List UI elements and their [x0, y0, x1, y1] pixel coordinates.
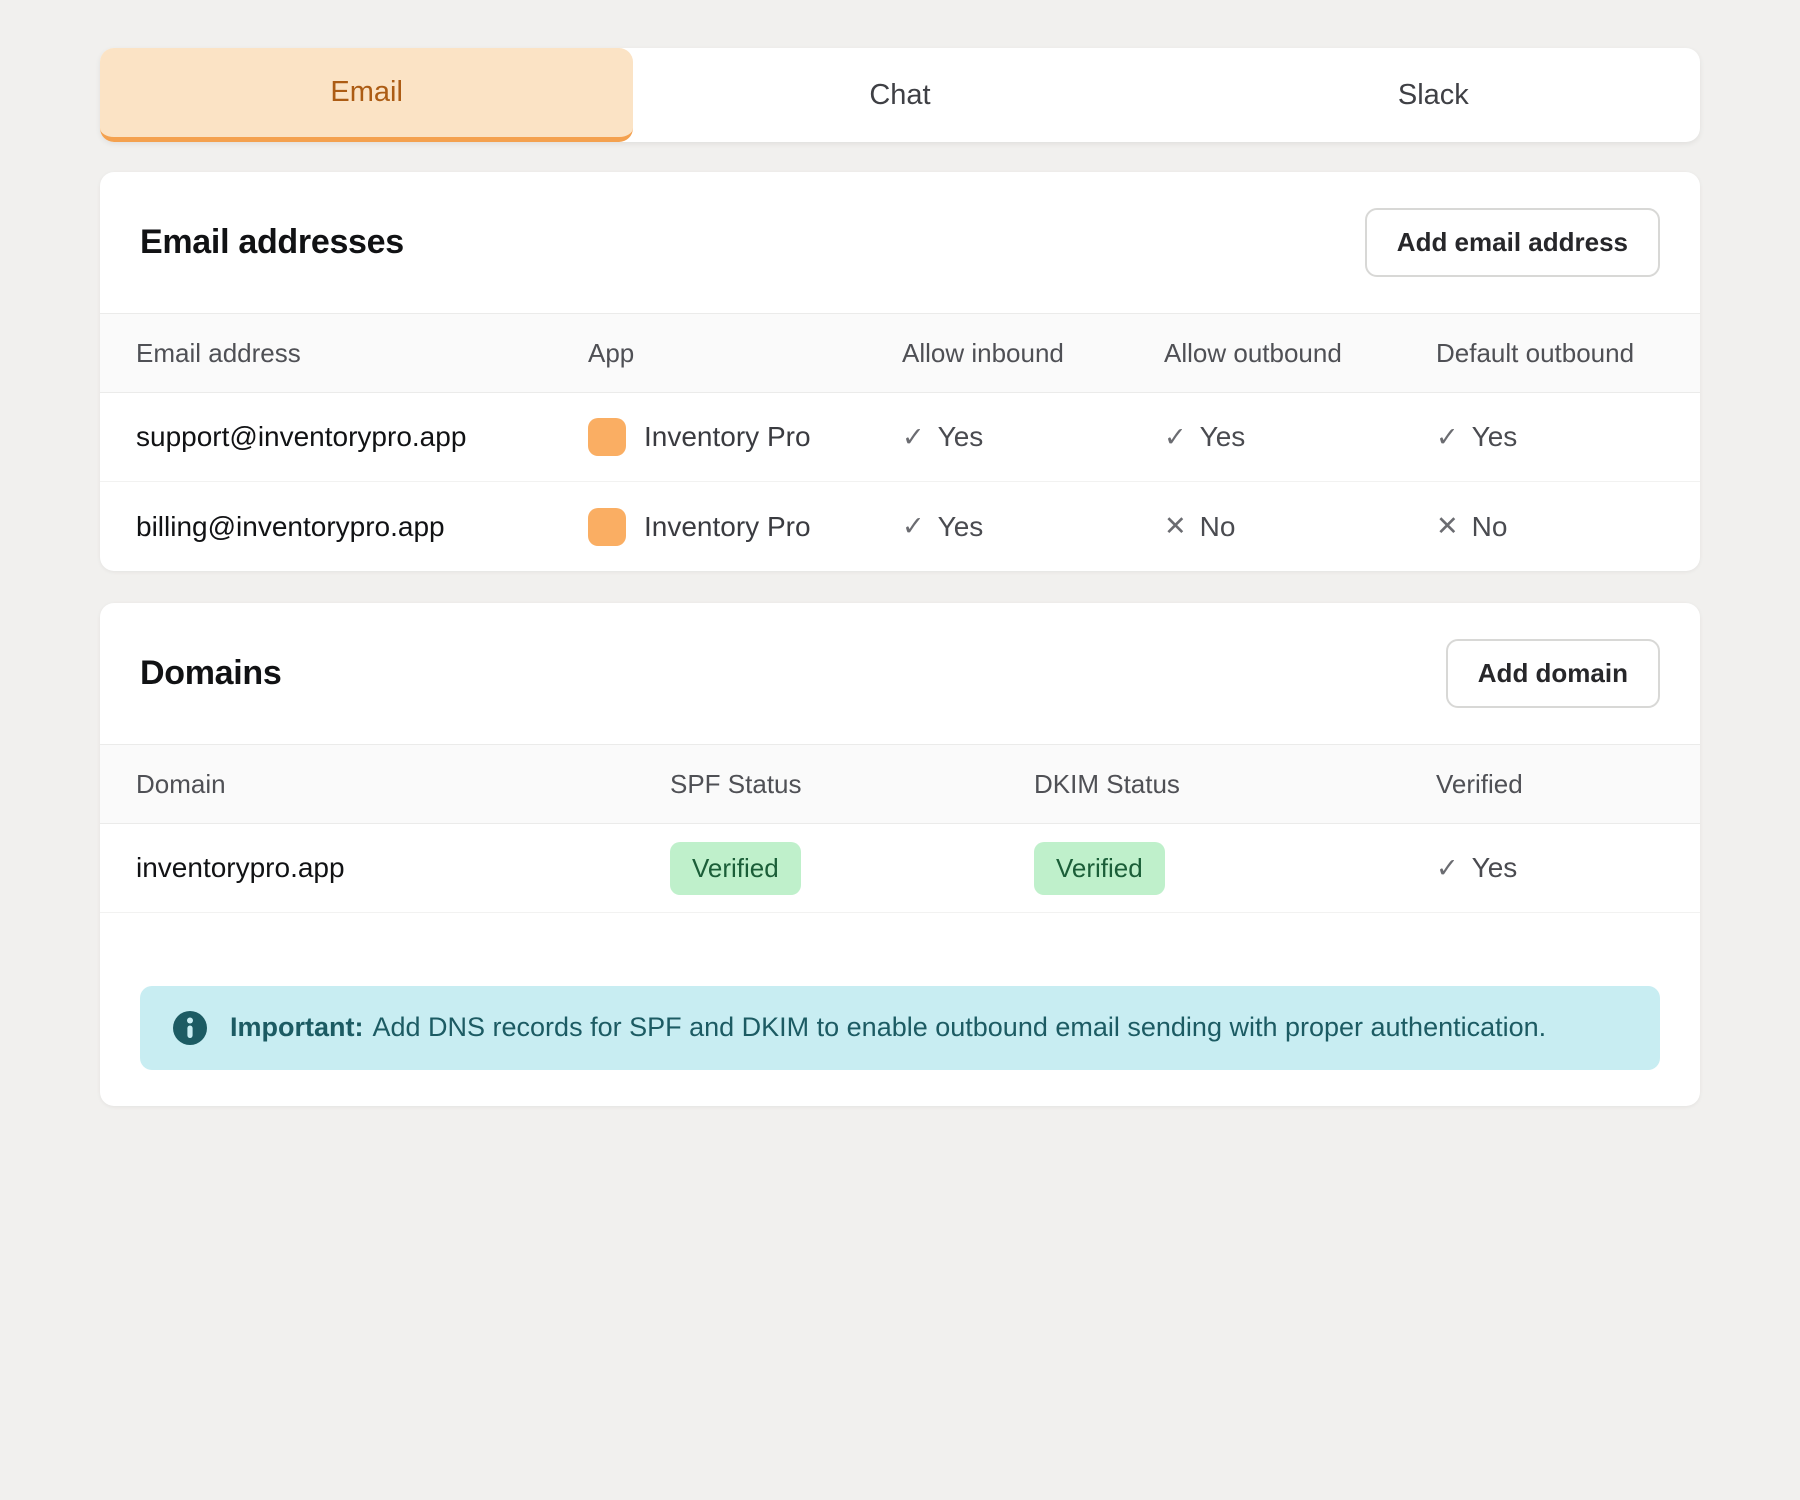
check-icon: ✓	[1436, 852, 1459, 883]
domains-card: Domains Add domain Domain SPF Status DKI…	[100, 603, 1700, 1106]
page: Email Chat Slack Email addresses Add ema…	[100, 0, 1700, 1106]
col-verified: Verified	[1436, 768, 1523, 799]
dkim-status-cell: Verified	[1034, 841, 1436, 895]
spf-status-cell: Verified	[670, 841, 1034, 895]
allow-outbound-cell: ✓ Yes	[1164, 421, 1436, 453]
default-outbound-cell: ✕ No	[1436, 511, 1664, 543]
default-outbound-value: Yes	[1471, 421, 1518, 452]
email-addresses-header: Email addresses Add email address	[100, 172, 1700, 313]
allow-outbound-value: No	[1199, 510, 1236, 542]
table-row: support@inventorypro.app Inventory Pro ✓…	[100, 393, 1700, 482]
col-spf-status: SPF Status	[670, 768, 802, 799]
notice-text: Important: Add DNS records for SPF and DK…	[230, 1011, 1546, 1045]
allow-inbound-value: Yes	[937, 510, 984, 542]
check-icon: ✓	[1164, 421, 1187, 452]
app-cell: Inventory Pro	[588, 418, 902, 456]
check-icon: ✓	[902, 421, 925, 452]
check-icon: ✓	[1436, 421, 1459, 452]
dns-notice-banner: Important: Add DNS records for SPF and DK…	[140, 986, 1660, 1070]
info-icon	[172, 1010, 208, 1046]
email-table-header: Email address App Allow inbound Allow ou…	[100, 313, 1700, 393]
email-addresses-card: Email addresses Add email address Email …	[100, 172, 1700, 571]
add-email-address-button[interactable]: Add email address	[1364, 208, 1660, 277]
email-addresses-title: Email addresses	[140, 223, 404, 261]
verified-cell: ✓ Yes	[1436, 852, 1664, 884]
table-row: billing@inventorypro.app Inventory Pro ✓…	[100, 482, 1700, 571]
email-address-cell: billing@inventorypro.app	[136, 510, 445, 542]
email-address-cell: support@inventorypro.app	[136, 421, 467, 452]
notice-body: Add DNS records for SPF and DKIM to enab…	[372, 1012, 1547, 1043]
tab-email[interactable]: Email	[100, 48, 634, 142]
app-cell: Inventory Pro	[588, 507, 902, 546]
check-icon: ✓	[902, 511, 925, 541]
app-name: Inventory Pro	[644, 510, 811, 542]
domains-title: Domains	[140, 654, 282, 692]
add-domain-button[interactable]: Add domain	[1445, 639, 1660, 708]
table-row: inventorypro.app Verified Verified ✓ Yes	[100, 824, 1700, 913]
tab-chat[interactable]: Chat	[869, 78, 931, 111]
app-icon	[588, 507, 626, 546]
col-allow-outbound: Allow outbound	[1164, 337, 1342, 368]
x-icon: ✕	[1436, 511, 1459, 541]
domain-cell: inventorypro.app	[136, 852, 345, 883]
domains-header: Domains Add domain	[100, 603, 1700, 744]
allow-outbound-cell: ✕ No	[1164, 511, 1436, 543]
col-email-address: Email address	[136, 337, 301, 368]
allow-inbound-cell: ✓ Yes	[902, 511, 1164, 543]
col-default-outbound: Default outbound	[1436, 337, 1635, 368]
allow-outbound-value: Yes	[1199, 421, 1246, 452]
spf-status-badge: Verified	[670, 841, 801, 895]
notice-prefix: Important:	[230, 1012, 364, 1043]
app-name: Inventory Pro	[644, 421, 811, 452]
domains-table-header: Domain SPF Status DKIM Status Verified	[100, 744, 1700, 824]
col-allow-inbound: Allow inbound	[902, 337, 1064, 368]
dkim-status-badge: Verified	[1034, 841, 1165, 895]
verified-value: Yes	[1471, 852, 1518, 883]
channel-tabs: Email Chat Slack	[100, 48, 1700, 142]
x-icon: ✕	[1164, 511, 1187, 541]
col-app: App	[588, 337, 635, 368]
col-dkim-status: DKIM Status	[1034, 768, 1180, 799]
default-outbound-value: No	[1471, 510, 1508, 542]
app-icon	[588, 418, 626, 456]
col-domain: Domain	[136, 768, 226, 799]
default-outbound-cell: ✓ Yes	[1436, 421, 1664, 453]
allow-inbound-value: Yes	[937, 421, 984, 452]
tab-slack[interactable]: Slack	[1397, 78, 1469, 111]
allow-inbound-cell: ✓ Yes	[902, 421, 1164, 453]
